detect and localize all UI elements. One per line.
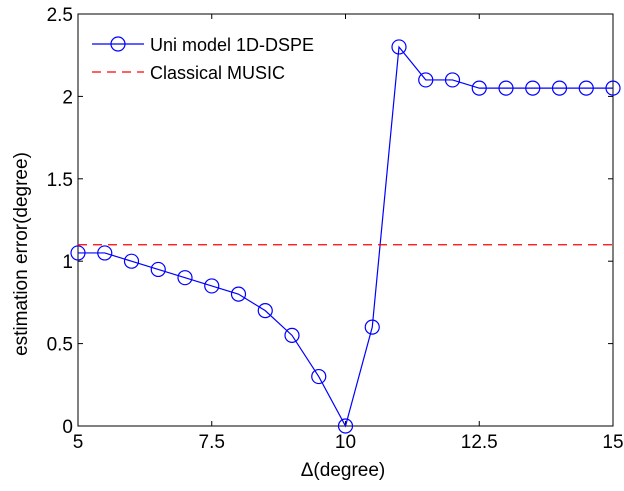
x-tick-label: 15 — [602, 432, 623, 453]
data-point-dspe — [97, 245, 113, 261]
data-point-dspe — [70, 245, 86, 261]
data-point-dspe — [150, 261, 166, 278]
data-point-dspe — [391, 39, 407, 55]
x-tick-label: 12.5 — [461, 432, 498, 453]
y-tick-label: 2 — [62, 87, 73, 108]
legend-label-1: Classical MUSIC — [150, 63, 285, 83]
x-axis-label: Δ(degree) — [301, 460, 386, 481]
y-tick-label: 1.5 — [47, 170, 73, 191]
legend: Uni model 1D-DSPE Classical MUSIC — [83, 21, 347, 87]
data-point-dspe — [578, 80, 594, 96]
data-point-dspe — [204, 278, 220, 294]
data-point-dspe — [498, 80, 514, 96]
data-point-dspe — [337, 418, 354, 434]
series-layer — [70, 39, 621, 434]
y-tick-label: 2.5 — [47, 5, 73, 26]
legend-marker-0 — [110, 36, 126, 52]
data-point-dspe — [364, 319, 380, 335]
x-tick-label: 7.5 — [199, 432, 225, 453]
ticks: 5 7.5 10 12.5 15 0 0.5 1 1.5 2 2.5 — [47, 5, 624, 453]
data-point-dspe — [230, 286, 247, 302]
data-point-dspe — [123, 253, 140, 269]
series-line-dspe — [78, 45, 613, 428]
legend-label-0: Uni model 1D-DSPE — [150, 35, 314, 55]
data-point-dspe — [605, 80, 621, 96]
data-point-dspe — [444, 72, 461, 88]
data-point-dspe — [284, 327, 300, 343]
data-point-dspe — [418, 72, 434, 88]
y-axis-label: estimation error(degree) — [11, 152, 32, 356]
data-point-dspe — [551, 80, 568, 96]
data-point-dspe — [257, 303, 273, 319]
data-point-dspe — [471, 80, 487, 96]
legend-box — [83, 21, 347, 87]
x-tick-label: 10 — [335, 432, 356, 453]
y-tick-label: 0.5 — [47, 335, 73, 356]
data-point-dspe — [311, 368, 327, 385]
y-tick-label: 0 — [62, 417, 73, 438]
x-tick-label: 5 — [73, 432, 84, 453]
data-point-dspe — [177, 270, 193, 286]
data-point-dspe — [525, 80, 541, 96]
y-tick-label: 1 — [62, 252, 73, 273]
